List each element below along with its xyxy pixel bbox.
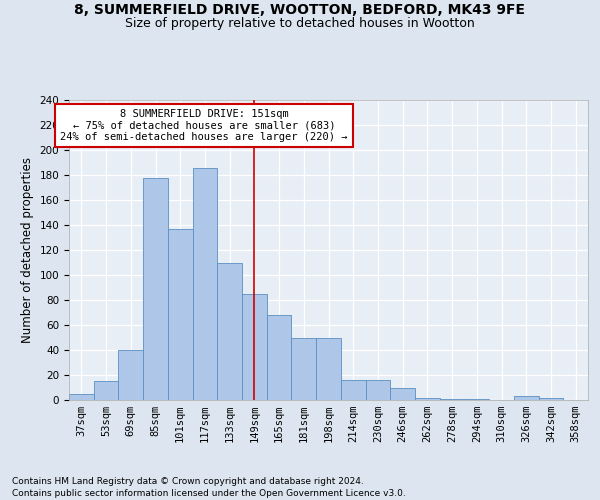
Bar bbox=[365, 380, 390, 400]
Bar bbox=[539, 398, 563, 400]
Bar bbox=[464, 399, 489, 400]
Bar bbox=[341, 380, 365, 400]
Bar bbox=[217, 262, 242, 400]
Bar bbox=[415, 398, 440, 400]
Bar bbox=[193, 168, 217, 400]
Text: Contains public sector information licensed under the Open Government Licence v3: Contains public sector information licen… bbox=[12, 489, 406, 498]
Bar bbox=[440, 399, 464, 400]
Bar bbox=[242, 294, 267, 400]
Bar bbox=[94, 381, 118, 400]
Bar bbox=[292, 338, 316, 400]
Y-axis label: Number of detached properties: Number of detached properties bbox=[21, 157, 34, 343]
Bar bbox=[514, 396, 539, 400]
Bar bbox=[390, 388, 415, 400]
Bar bbox=[267, 315, 292, 400]
Bar bbox=[118, 350, 143, 400]
Text: 8, SUMMERFIELD DRIVE, WOOTTON, BEDFORD, MK43 9FE: 8, SUMMERFIELD DRIVE, WOOTTON, BEDFORD, … bbox=[74, 2, 526, 16]
Bar bbox=[69, 394, 94, 400]
Text: Contains HM Land Registry data © Crown copyright and database right 2024.: Contains HM Land Registry data © Crown c… bbox=[12, 478, 364, 486]
Bar bbox=[316, 338, 341, 400]
Bar bbox=[143, 178, 168, 400]
Text: 8 SUMMERFIELD DRIVE: 151sqm
← 75% of detached houses are smaller (683)
24% of se: 8 SUMMERFIELD DRIVE: 151sqm ← 75% of det… bbox=[60, 109, 347, 142]
Bar bbox=[168, 229, 193, 400]
Text: Size of property relative to detached houses in Wootton: Size of property relative to detached ho… bbox=[125, 18, 475, 30]
